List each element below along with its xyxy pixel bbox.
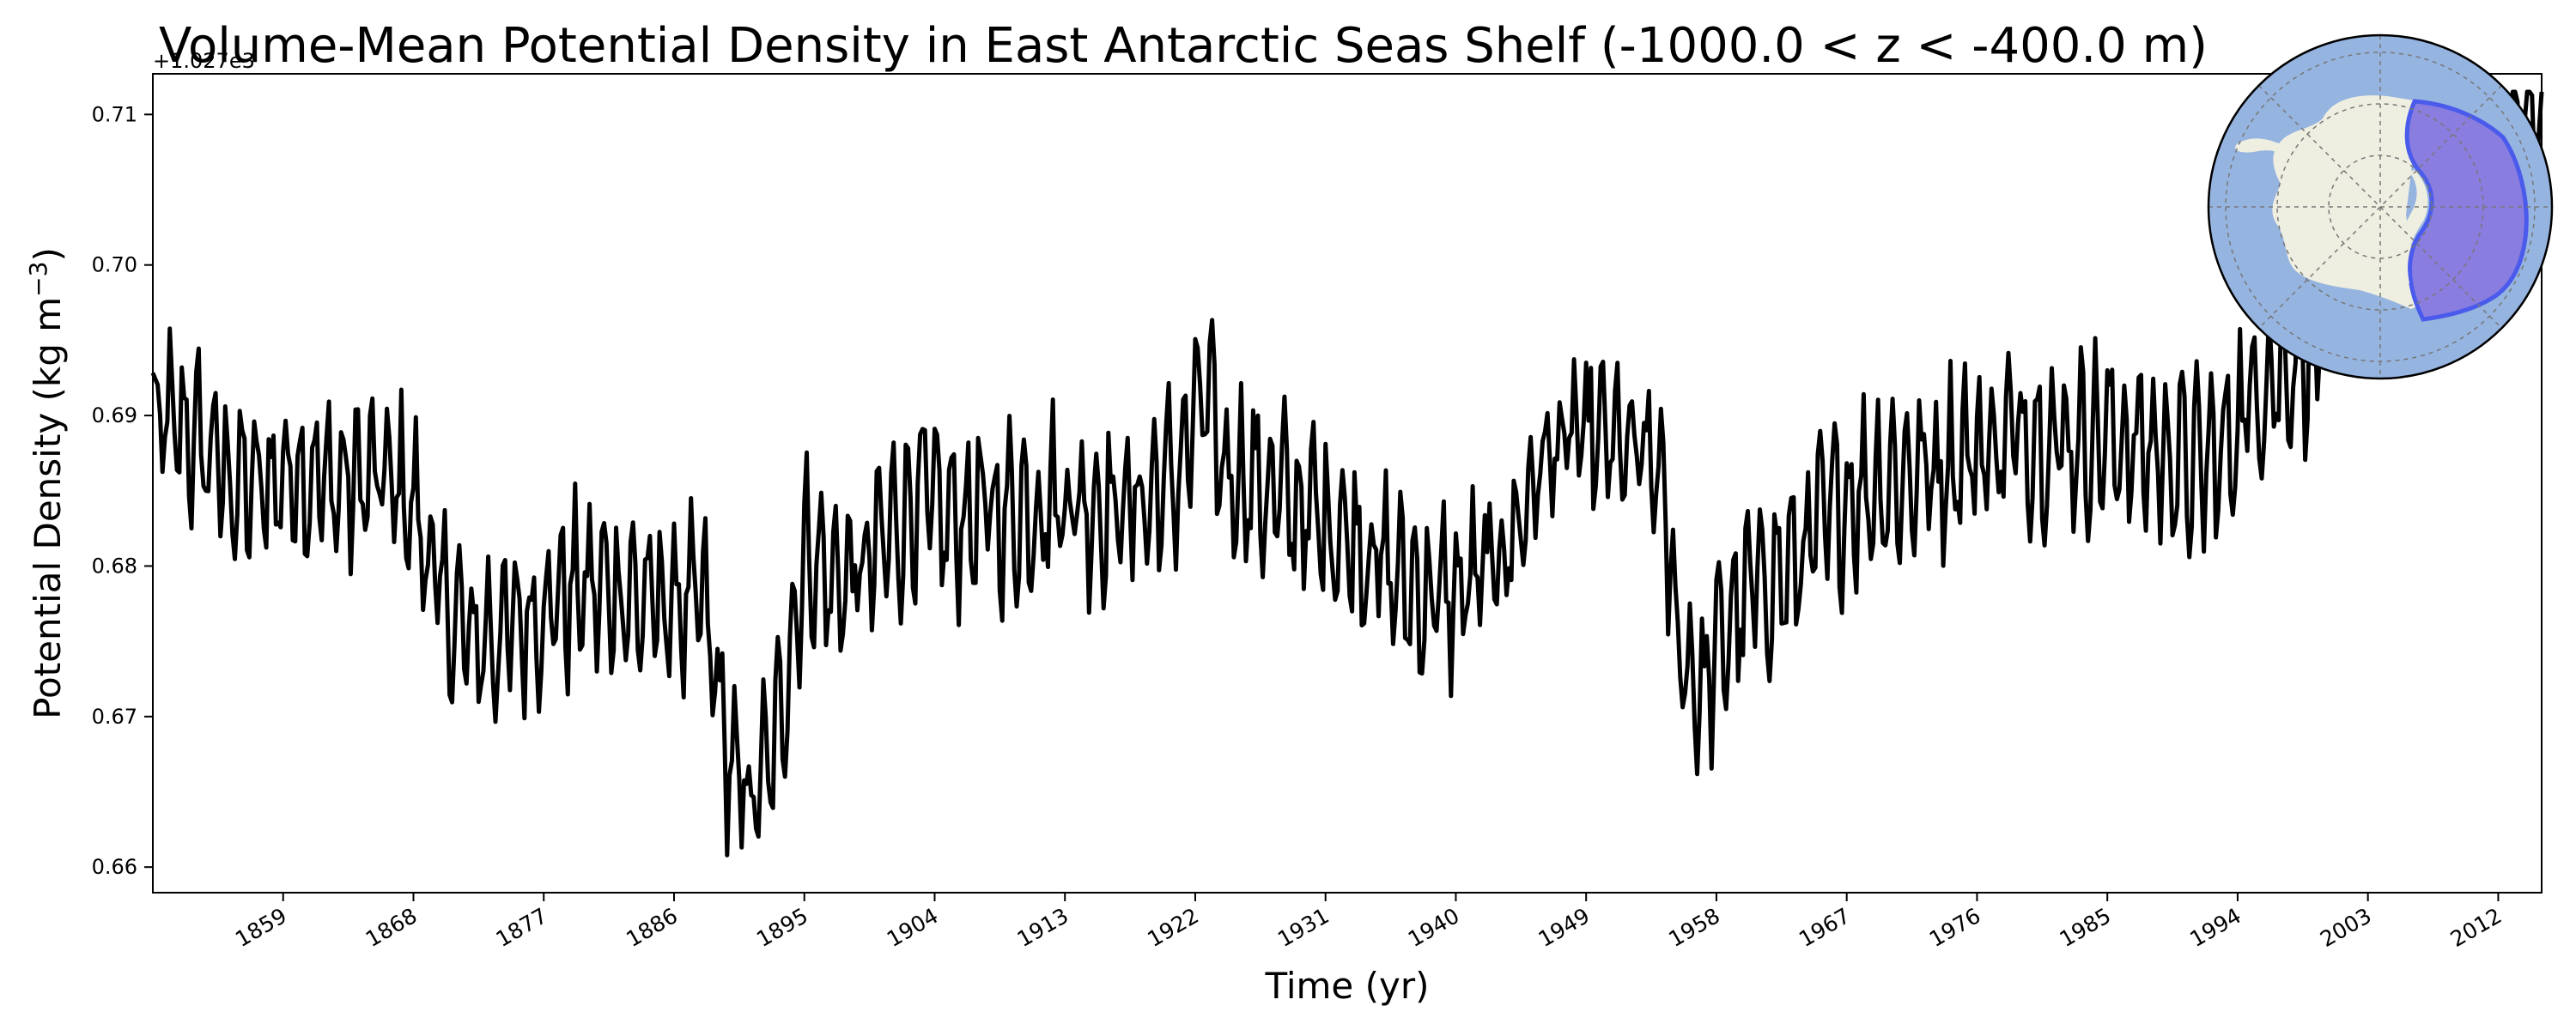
x-tick-label: 1913 bbox=[1013, 903, 1073, 952]
x-tick-label: 1949 bbox=[1534, 903, 1595, 952]
y-tick-label: 0.71 bbox=[92, 102, 137, 126]
y-tick-label: 0.67 bbox=[92, 705, 137, 729]
series-line bbox=[150, 89, 2544, 857]
x-tick-label: 1931 bbox=[1273, 903, 1334, 952]
x-tick-label: 2012 bbox=[2446, 903, 2506, 952]
map-meridian bbox=[2258, 85, 2502, 329]
y-tick-label: 0.70 bbox=[92, 253, 137, 277]
x-tick-label: 1859 bbox=[231, 903, 291, 952]
y-tick-label: 0.66 bbox=[92, 855, 137, 879]
y-tick-label: 0.69 bbox=[92, 403, 137, 427]
inset-map bbox=[2207, 33, 2554, 380]
x-tick-label: 1958 bbox=[1664, 903, 1724, 952]
y-tick-label: 0.68 bbox=[92, 554, 137, 578]
map-peninsula bbox=[2235, 138, 2284, 156]
x-tick-label: 1976 bbox=[1925, 903, 1985, 952]
map-border bbox=[2207, 33, 2554, 380]
x-tick-label: 2003 bbox=[2316, 903, 2376, 952]
x-tick-label: 1895 bbox=[752, 903, 812, 952]
plot-area bbox=[153, 74, 2542, 893]
y-axis-label-close: ) bbox=[27, 247, 69, 261]
x-tick-label: 1985 bbox=[2056, 903, 2116, 952]
x-axis-label: Time (yr) bbox=[1264, 965, 1429, 1007]
chart-title: Volume-Mean Potential Density in East An… bbox=[159, 18, 2208, 74]
map-graticule bbox=[2208, 35, 2552, 379]
x-tick-label: 1877 bbox=[492, 903, 552, 952]
map-antarctica-land bbox=[2272, 95, 2420, 309]
x-tick-label: 1967 bbox=[1795, 903, 1855, 952]
x-tick-label: 1994 bbox=[2185, 903, 2245, 952]
x-tick-label: 1904 bbox=[883, 903, 943, 952]
series-group bbox=[150, 89, 2544, 857]
y-offset-label: +1.027e3 bbox=[153, 49, 255, 73]
x-tick-label: 1940 bbox=[1404, 903, 1464, 952]
map-inner-land bbox=[2398, 170, 2428, 283]
map-east-antarctic-shelf-region bbox=[2404, 99, 2529, 322]
y-axis-label-exponent: −3 bbox=[24, 262, 52, 297]
x-axis: 1859 1868 1877 1886 1895 1904 1913 1922 1931 1940… bbox=[231, 893, 2506, 952]
y-axis: 0.66 0.67 0.68 0.69 0.70 0.71 bbox=[92, 102, 153, 879]
y-axis-label-main: Potential Density (kg m bbox=[27, 297, 69, 719]
plot-frame bbox=[152, 73, 2543, 894]
x-tick-label: 1922 bbox=[1143, 903, 1203, 952]
x-tick-label: 1868 bbox=[361, 903, 422, 952]
y-axis-label: Potential Density (kg m−3) bbox=[24, 247, 69, 719]
x-tick-label: 1886 bbox=[622, 903, 682, 952]
